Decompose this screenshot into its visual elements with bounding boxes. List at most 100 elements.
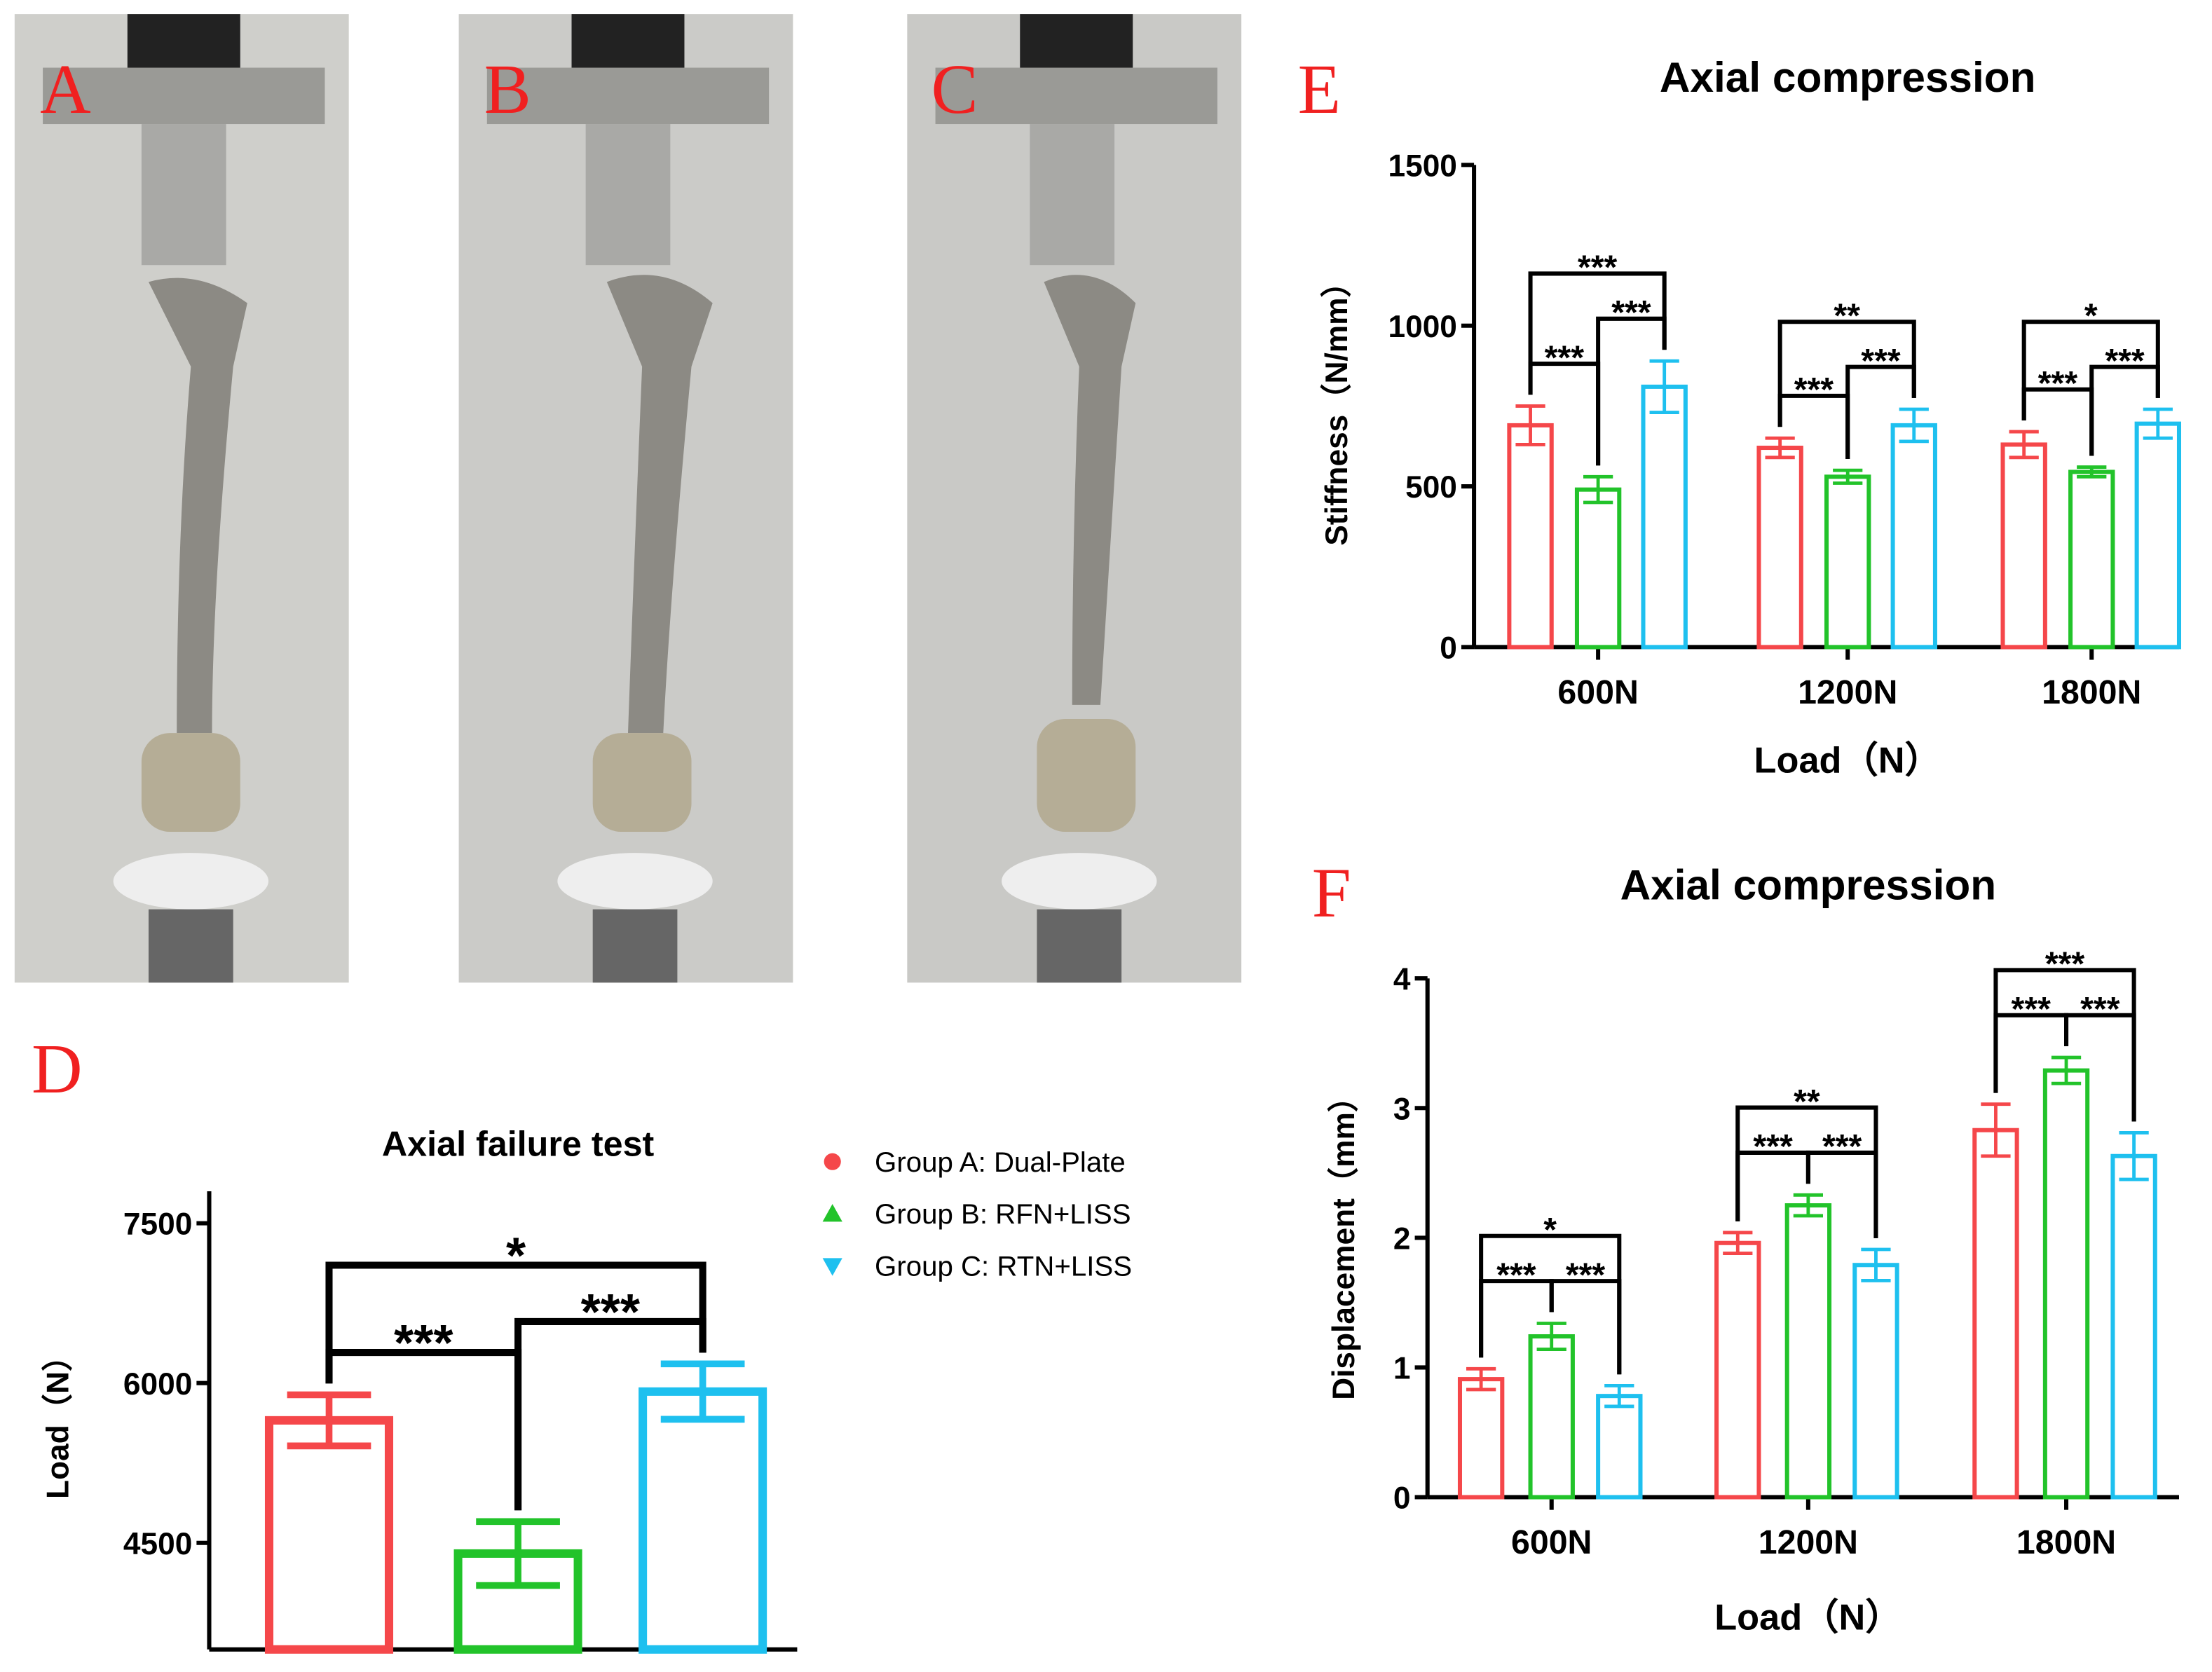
significance-label: *: [1543, 1211, 1557, 1249]
panel-label: E: [1298, 50, 1341, 128]
panel-label: A: [40, 50, 91, 128]
bar: [1714, 1240, 1761, 1500]
bar: [1528, 1334, 1575, 1500]
bar: [1574, 487, 1622, 650]
error-bar: [1536, 1322, 1566, 1351]
significance-label: ***: [2105, 342, 2145, 380]
bar: [1457, 1377, 1505, 1500]
photo-a: [14, 14, 349, 983]
error-bar: [1604, 1383, 1634, 1409]
significance-bracket: [1993, 968, 2136, 1122]
legend-label: Group A: Dual-Plate: [875, 1146, 1126, 1178]
significance-label: *: [506, 1227, 526, 1284]
significance-label: ***: [1794, 371, 1834, 409]
bar: [1596, 1394, 1643, 1500]
bar: [1972, 1128, 2019, 1500]
legend-marker: [824, 1153, 841, 1170]
bar: [1890, 423, 1937, 650]
bar: [2134, 421, 2182, 650]
significance-label: ***: [2038, 364, 2078, 402]
x-tick-label: 1200N: [1798, 673, 1897, 711]
x-tick-label: 1200N: [1759, 1523, 1858, 1561]
error-bar: [1833, 468, 1863, 485]
y-tick-label: 1000: [1388, 310, 1456, 344]
legend-marker: [822, 1258, 842, 1276]
significance-bracket: [1528, 271, 1667, 395]
y-tick-label: 3: [1393, 1092, 1411, 1126]
x-axis-label: Load（N）: [1754, 740, 1941, 781]
error-bar: [1861, 1247, 1891, 1282]
bar: [2110, 1153, 2157, 1500]
y-tick-label: 2: [1393, 1221, 1411, 1256]
error-bar: [1515, 404, 1545, 446]
x-tick-label: 600N: [1511, 1523, 1592, 1561]
error-bar: [660, 1360, 745, 1423]
panel-label: F: [1312, 854, 1351, 932]
y-axis-label: Stiffness（N/mm）: [1320, 266, 1354, 545]
error-bar: [1466, 1366, 1496, 1392]
significance-bracket: [325, 1261, 706, 1384]
error-bar: [1765, 436, 1795, 460]
y-tick-label: 6000: [123, 1367, 192, 1402]
error-bar: [2051, 1055, 2082, 1085]
panel-label: B: [484, 50, 531, 128]
significance-label: ***: [1822, 1128, 1862, 1165]
photo-b: [458, 14, 793, 983]
chart-title: Axial failure test: [382, 1124, 655, 1164]
error-bar: [2119, 1131, 2149, 1181]
photo-c: [907, 14, 1242, 983]
y-axis-label: Displacement（mm）: [1327, 1081, 1361, 1400]
bar: [639, 1387, 767, 1654]
y-tick-label: 7500: [123, 1207, 192, 1242]
legend-label: Group B: RFN+LISS: [875, 1198, 1131, 1230]
error-bar: [287, 1391, 371, 1450]
y-tick-label: 4500: [123, 1527, 192, 1561]
y-tick-label: 1500: [1388, 149, 1456, 183]
significance-label: **: [1834, 296, 1860, 334]
y-tick-label: 500: [1405, 470, 1457, 505]
significance-bracket: [1479, 1233, 1622, 1375]
panel-label: D: [32, 1029, 83, 1108]
significance-label: ***: [2045, 945, 2085, 983]
y-axis-label: Load（N）: [41, 1341, 75, 1499]
error-bar: [1793, 1193, 1824, 1218]
significance-label: **: [1794, 1083, 1820, 1121]
legend-marker: [822, 1204, 842, 1222]
significance-label: ***: [1545, 338, 1585, 376]
significance-bracket: [2021, 320, 2160, 421]
chart-title: Axial compression: [1660, 53, 2036, 101]
y-tick-label: 1: [1393, 1352, 1411, 1386]
significance-label: ***: [1611, 294, 1651, 331]
significance-label: ***: [1578, 249, 1618, 287]
bar: [2000, 442, 2047, 650]
bar: [1507, 423, 1554, 650]
error-bar: [476, 1518, 560, 1589]
x-tick-label: 1800N: [2016, 1523, 2116, 1561]
bar: [2068, 470, 2115, 650]
bar: [1641, 384, 1688, 650]
error-bar: [2143, 407, 2173, 440]
bar: [1784, 1203, 1832, 1500]
y-tick-label: 4: [1393, 962, 1411, 996]
significance-label: ***: [1566, 1256, 1606, 1294]
chart-title: Axial compression: [1620, 861, 1997, 909]
significance-label: ***: [1496, 1256, 1536, 1294]
legend-label: Group C: RTN+LISS: [875, 1251, 1132, 1282]
bar: [1852, 1263, 1899, 1500]
error-bar: [2077, 465, 2107, 479]
x-tick-label: 1800N: [2042, 673, 2141, 711]
y-tick-label: 0: [1440, 631, 1457, 666]
significance-label: *: [2084, 296, 2098, 334]
error-bar: [1981, 1102, 2011, 1158]
bar: [1824, 474, 1871, 650]
error-bar: [1649, 359, 1679, 414]
significance-label: ***: [2080, 990, 2120, 1028]
bar: [2042, 1068, 2090, 1500]
x-tick-label: 600N: [1557, 673, 1638, 711]
error-bar: [2009, 430, 2039, 460]
error-bar: [1583, 474, 1613, 505]
significance-label: ***: [1861, 342, 1901, 380]
significance-label: ***: [581, 1284, 641, 1341]
significance-bracket: [1777, 320, 1916, 427]
